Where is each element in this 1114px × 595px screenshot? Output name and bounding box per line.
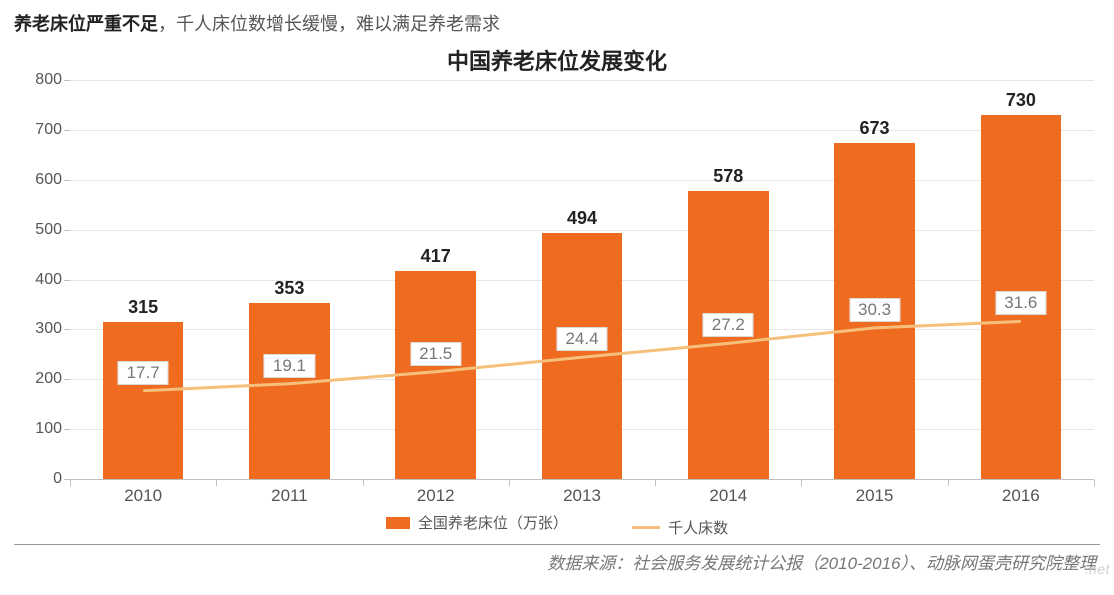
y-tick-label: 0	[16, 470, 62, 488]
x-tick-mark	[70, 480, 71, 486]
bar-value-label: 353	[274, 278, 304, 299]
line-value-label: 17.7	[118, 361, 169, 385]
watermark: .net	[1085, 561, 1110, 577]
x-axis: 2010 2011 2012 2013 2014 2015 2016	[70, 480, 1094, 508]
line-value-label: 21.5	[410, 342, 461, 366]
bar-value-label: 730	[1006, 90, 1036, 111]
x-tick-label: 2011	[271, 486, 308, 506]
x-tick-label: 2015	[856, 486, 894, 506]
x-tick-label: 2013	[563, 486, 601, 506]
line-value-label: 27.2	[703, 313, 754, 337]
bar-value-label: 494	[567, 208, 597, 229]
x-tick-label: 2016	[1002, 486, 1040, 506]
header-bold: 养老床位严重不足	[14, 14, 158, 34]
x-tick-mark	[509, 480, 510, 486]
legend: 全国养老床位（万张） 千人床数	[0, 512, 1114, 538]
line-value-label: 31.6	[995, 291, 1046, 315]
bar-value-label: 417	[421, 246, 451, 267]
legend-line-label: 千人床数	[668, 517, 728, 538]
bar-value-label: 673	[860, 118, 890, 139]
x-tick-mark	[655, 480, 656, 486]
bar-value-label: 578	[713, 166, 743, 187]
chart-title: 中国养老床位发展变化	[0, 44, 1114, 76]
x-tick-mark	[801, 480, 802, 486]
y-tick-label: 800	[16, 71, 62, 89]
x-tick-mark	[1094, 480, 1095, 486]
x-tick-label: 2010	[124, 486, 162, 506]
y-tick-label: 200	[16, 370, 62, 388]
y-tick-label: 600	[16, 171, 62, 189]
y-tick-label: 700	[16, 121, 62, 139]
header-rest: ，千人床位数增长缓慢，难以满足养老需求	[158, 14, 500, 34]
plot-area: 010020030040050060070080031517.735319.14…	[70, 80, 1094, 480]
line-overlay-svg	[70, 80, 1094, 479]
line-value-label: 30.3	[849, 298, 900, 322]
y-tick-label: 400	[16, 271, 62, 289]
bar-value-label: 315	[128, 297, 158, 318]
source-text: 数据来源：社会服务发展统计公报（2010-2016）、动脉网蛋壳研究院整理	[0, 545, 1114, 574]
legend-bar-label: 全国养老床位（万张）	[418, 512, 568, 533]
y-tick-label: 500	[16, 221, 62, 239]
x-tick-label: 2014	[709, 486, 747, 506]
line-value-label: 19.1	[264, 354, 315, 378]
x-tick-mark	[363, 480, 364, 486]
x-tick-mark	[948, 480, 949, 486]
y-tick-label: 300	[16, 320, 62, 338]
line-swatch-icon	[632, 526, 660, 529]
chart-container: 010020030040050060070080031517.735319.14…	[70, 80, 1094, 508]
line-value-label: 24.4	[556, 327, 607, 351]
legend-item-bar: 全国养老床位（万张）	[386, 512, 568, 533]
legend-item-line: 千人床数	[632, 517, 728, 538]
bar-swatch-icon	[386, 517, 410, 529]
x-tick-mark	[216, 480, 217, 486]
x-tick-label: 2012	[417, 486, 455, 506]
page-header: 养老床位严重不足，千人床位数增长缓慢，难以满足养老需求	[0, 0, 1114, 42]
y-tick-label: 100	[16, 420, 62, 438]
